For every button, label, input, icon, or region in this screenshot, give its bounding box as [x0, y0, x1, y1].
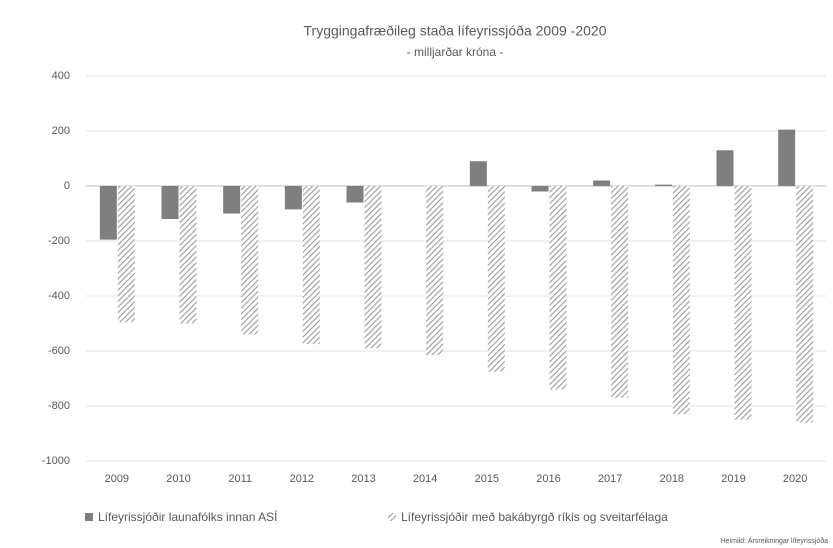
legend-label: Lífeyrissjóðir launafólks innan ASÍ [98, 509, 278, 524]
x-tick-label: 2016 [536, 473, 560, 485]
bar [487, 186, 505, 372]
x-tick-label: 2019 [721, 473, 745, 485]
bar [469, 161, 487, 186]
x-tick-label: 2013 [351, 473, 375, 485]
bar [531, 186, 549, 192]
bar [734, 186, 752, 420]
x-tick-label: 2018 [660, 473, 684, 485]
y-tick-label: 200 [52, 125, 70, 137]
legend-label: Lífeyrissjóðir með bakábyrgð ríkis og sv… [401, 510, 668, 524]
x-tick-label: 2011 [228, 473, 252, 485]
bar [161, 186, 179, 219]
legend-swatch [388, 513, 396, 521]
x-tick-label: 2014 [413, 473, 437, 485]
bar [672, 186, 690, 415]
chart-title: Tryggingafræðileg staða lífeyrissjóða 20… [304, 23, 607, 39]
bar [549, 186, 567, 390]
x-tick-label: 2012 [290, 473, 314, 485]
x-tick-label: 2010 [166, 473, 190, 485]
y-tick-label: -200 [48, 235, 70, 247]
bar [223, 186, 241, 214]
bar [302, 186, 320, 345]
x-tick-label: 2017 [598, 473, 622, 485]
bar [426, 186, 444, 356]
bar [364, 186, 382, 349]
bar [716, 150, 734, 186]
x-tick-label: 2015 [475, 473, 499, 485]
y-tick-label: -800 [48, 400, 70, 412]
y-tick-label: -600 [48, 345, 70, 357]
bar [241, 186, 259, 335]
y-tick-label: -400 [48, 290, 70, 302]
source: Heimild: Ársreikningar lífeyrissjóða [721, 536, 828, 545]
bar [346, 186, 364, 203]
bar [179, 186, 197, 324]
bar [611, 186, 629, 398]
y-tick-label: -1000 [42, 455, 70, 467]
bar [284, 186, 302, 210]
y-tick-label: 400 [52, 70, 70, 82]
legend-swatch [85, 513, 93, 521]
x-tick-label: 2009 [105, 473, 129, 485]
bar [654, 184, 672, 186]
bar [593, 180, 611, 186]
bar [117, 186, 135, 323]
bar [99, 186, 117, 240]
bar [778, 129, 796, 186]
y-tick-label: 0 [64, 180, 70, 192]
bar [796, 186, 814, 423]
x-tick-label: 2020 [783, 473, 807, 485]
chart-subtitle: - milljarðar króna - [407, 45, 504, 59]
